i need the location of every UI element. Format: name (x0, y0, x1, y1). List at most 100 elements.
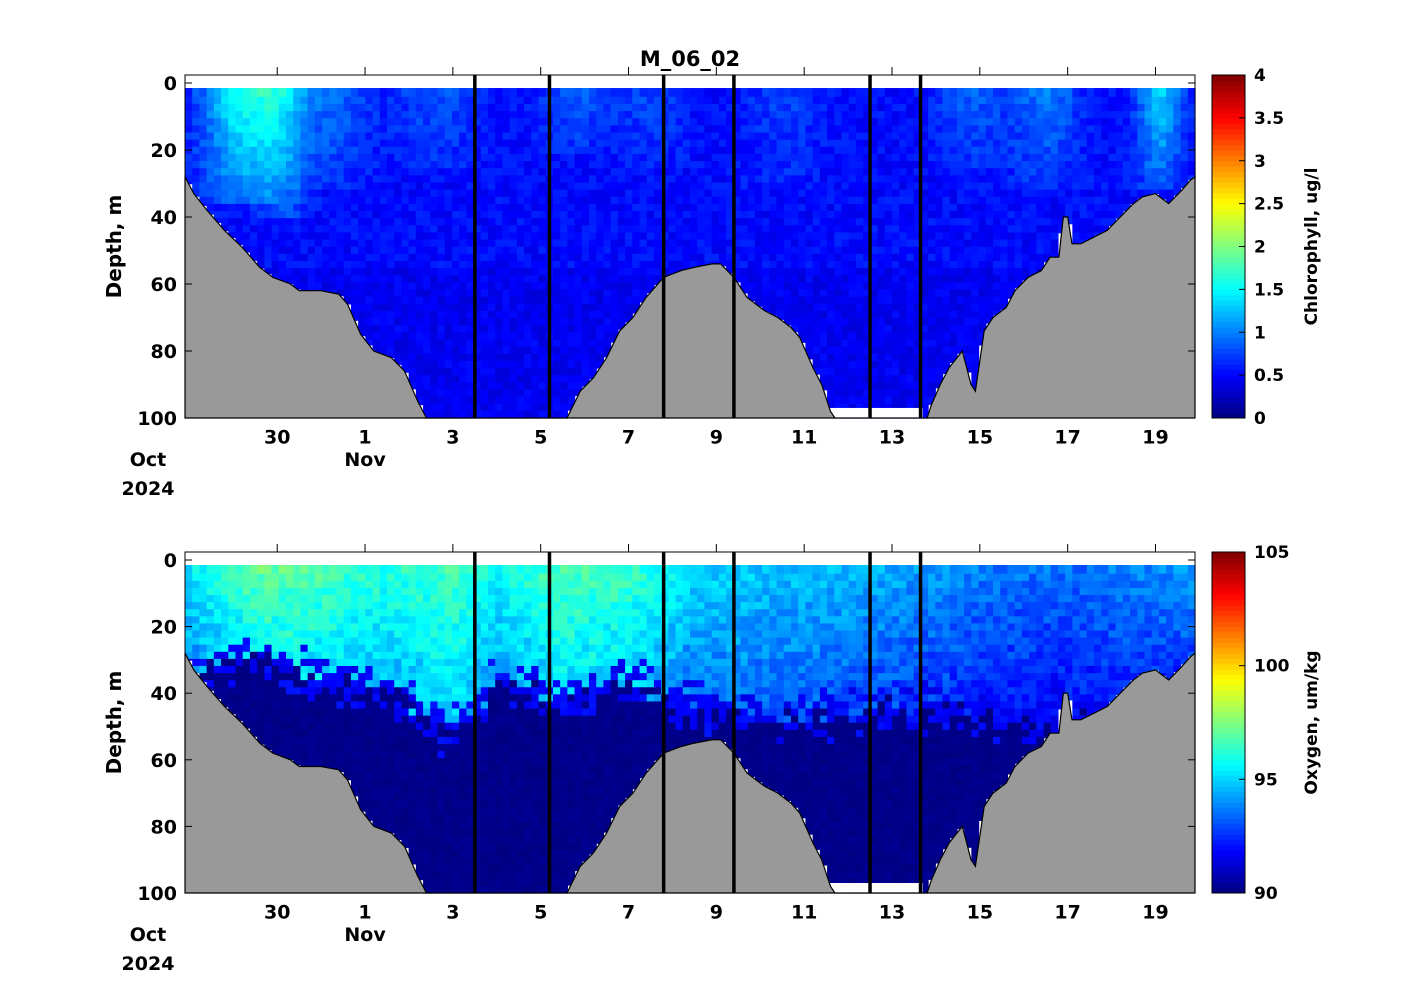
heatmap-cell (213, 651, 222, 660)
heatmap-cell (603, 146, 612, 155)
heatmap-cell (971, 353, 980, 362)
heatmap-cell (971, 88, 980, 98)
heatmap-cell (1000, 203, 1009, 212)
colorbar-segment (1212, 251, 1245, 258)
heatmap-cell (322, 153, 330, 162)
heatmap-cell (423, 111, 431, 119)
heatmap-cell (1079, 168, 1088, 176)
heatmap-cell (199, 132, 208, 141)
heatmap-cell (964, 303, 972, 312)
heatmap-cell (610, 182, 619, 191)
heatmap-cell (805, 146, 814, 155)
heatmap-cell (206, 644, 215, 653)
heatmap-cell (343, 168, 352, 176)
heatmap-cell (249, 565, 258, 575)
heatmap-cell (538, 260, 547, 269)
heatmap-cell (509, 111, 518, 119)
heatmap-cell (192, 602, 201, 610)
heatmap-cell (372, 275, 381, 283)
heatmap-cell (603, 325, 612, 333)
heatmap-cell (466, 346, 475, 355)
heatmap-cell (394, 296, 403, 305)
heatmap-cell (343, 211, 352, 219)
heatmap-cell (466, 353, 475, 362)
heatmap-cell (993, 88, 1001, 98)
heatmap-cell (740, 161, 749, 169)
heatmap-cell (1065, 103, 1073, 112)
heatmap-cell (848, 368, 857, 376)
heatmap-cell (271, 118, 280, 126)
heatmap-cell (1115, 182, 1124, 191)
heatmap-cell (444, 310, 453, 319)
heatmap-cell (444, 189, 453, 198)
heatmap-cell (733, 260, 742, 269)
heatmap-cell (300, 175, 309, 184)
heatmap-cell (928, 111, 936, 119)
heatmap-cell (1036, 182, 1045, 191)
heatmap-cell (726, 203, 734, 212)
heatmap-cell (293, 282, 302, 290)
heatmap-cell (653, 146, 662, 155)
heatmap-cell (798, 246, 807, 255)
heatmap-cell (617, 168, 626, 176)
heatmap-cell (834, 196, 843, 205)
heatmap-cell (675, 260, 684, 269)
heatmap-cell (848, 260, 857, 269)
heatmap-cell (509, 325, 518, 333)
heatmap-cell (834, 246, 843, 255)
heatmap-cell (863, 289, 871, 298)
heatmap-cell (892, 375, 900, 383)
heatmap-cell (581, 296, 590, 305)
heatmap-cell (819, 282, 828, 291)
heatmap-cell (589, 289, 597, 298)
heatmap-cell (451, 225, 460, 234)
heatmap-cell (480, 310, 489, 319)
heatmap-cell (488, 182, 496, 191)
heatmap-cell (596, 103, 605, 112)
heatmap-cell (733, 118, 742, 126)
heatmap-cell (430, 375, 439, 383)
heatmap-cell (617, 303, 626, 312)
heatmap-cell (1130, 118, 1138, 126)
heatmap-cell (567, 232, 576, 241)
heatmap-cell (1007, 146, 1016, 155)
heatmap-cell (300, 96, 309, 105)
heatmap-cell (848, 182, 857, 191)
heatmap-cell (892, 88, 900, 98)
heatmap-cell (415, 360, 424, 369)
heatmap-cell (235, 88, 244, 98)
heatmap-cell (567, 196, 576, 205)
heatmap-cell (437, 88, 446, 98)
heatmap-cell (812, 161, 821, 169)
heatmap-cell (805, 161, 814, 169)
heatmap-cell (653, 182, 662, 191)
heatmap-cell (581, 175, 590, 184)
heatmap-cell (495, 182, 504, 191)
heatmap-cell (841, 318, 850, 326)
heatmap-cell (884, 111, 893, 119)
heatmap-cell (531, 318, 540, 326)
heatmap-cell (1057, 111, 1066, 119)
heatmap-cell (920, 346, 929, 355)
heatmap-cell (1166, 153, 1174, 162)
heatmap-cell (221, 218, 229, 226)
heatmap-cell (307, 132, 316, 141)
heatmap-cell (185, 644, 193, 653)
heatmap-cell (942, 153, 951, 162)
heatmap-cell (726, 111, 734, 119)
heatmap-cell (769, 153, 778, 162)
heatmap-cell (892, 232, 900, 241)
heatmap-cell (1000, 218, 1009, 226)
heatmap-cell (877, 246, 886, 255)
heatmap-cell (906, 268, 915, 276)
heatmap-cell (1144, 96, 1153, 105)
heatmap-cell (480, 118, 489, 126)
heatmap-cell (459, 303, 467, 312)
heatmap-cell (567, 139, 576, 148)
heatmap-cell (964, 196, 972, 205)
heatmap-cell (747, 260, 756, 269)
heatmap-cell (372, 211, 381, 219)
heatmap-cell (1115, 146, 1124, 155)
heatmap-cell (798, 296, 807, 305)
heatmap-cell (762, 268, 770, 276)
